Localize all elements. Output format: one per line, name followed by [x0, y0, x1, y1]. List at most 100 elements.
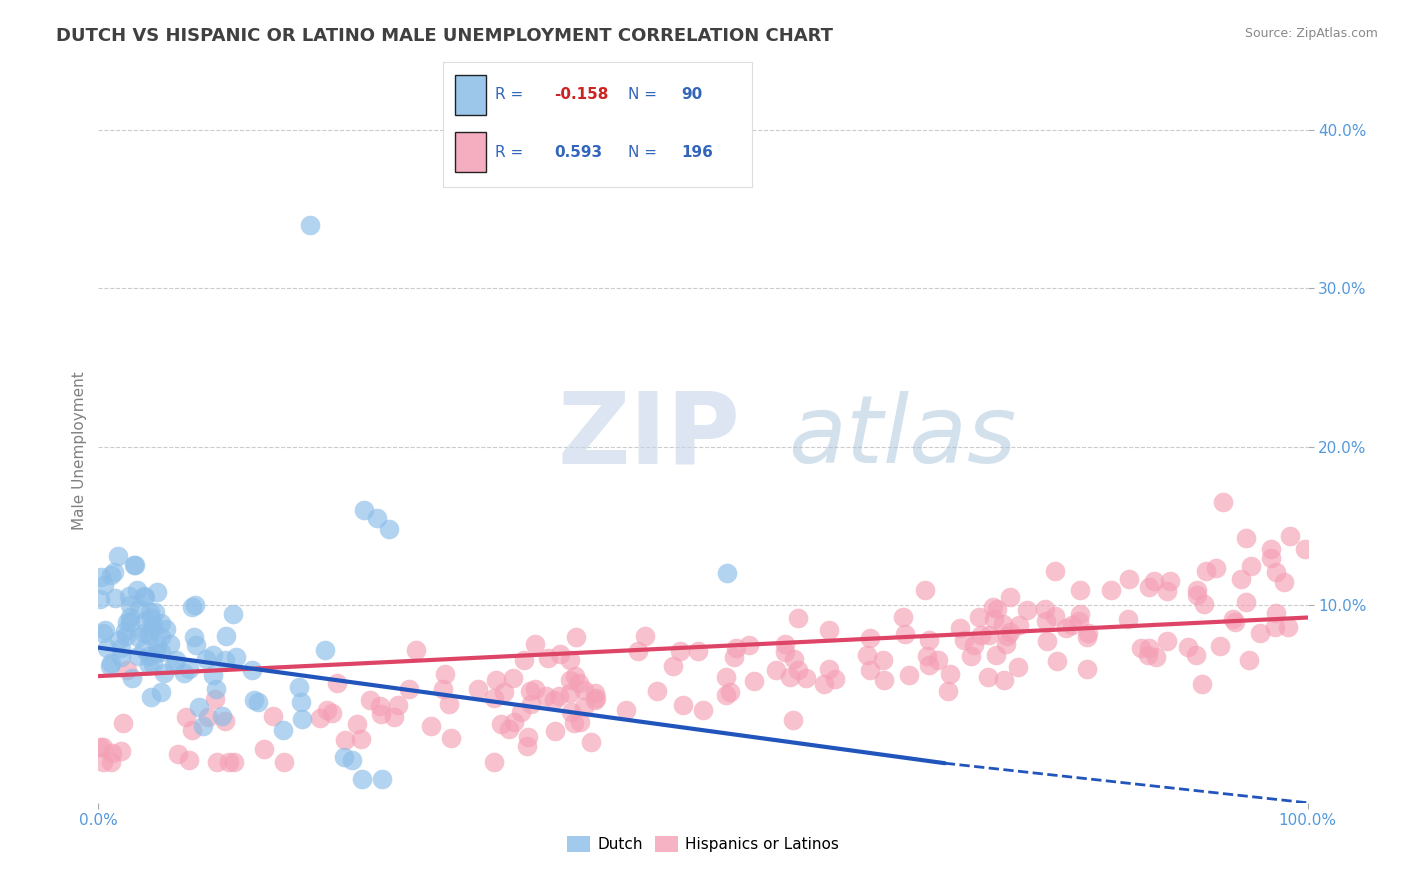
Point: [139, 690, 162, 704]
Point: [1116, 612, 1139, 626]
Text: Source: ZipAtlas.com: Source: ZipAtlas.com: [1244, 27, 1378, 40]
Point: [188, 700, 211, 714]
Point: [969, 628, 991, 642]
Point: [1264, 565, 1286, 579]
Point: [995, 628, 1018, 642]
Point: [534, 689, 557, 703]
Point: [998, 625, 1021, 640]
Point: [218, 755, 240, 769]
Point: [859, 631, 882, 645]
Point: [742, 674, 765, 689]
Point: [782, 713, 804, 727]
Point: [548, 647, 571, 661]
Point: [181, 723, 204, 737]
Point: [1195, 564, 1218, 578]
Point: [333, 749, 356, 764]
Point: [1240, 558, 1263, 573]
Point: [299, 218, 322, 232]
Point: [510, 705, 533, 719]
Point: [818, 662, 841, 676]
Point: [894, 627, 917, 641]
Point: [773, 644, 796, 658]
Point: [1076, 630, 1098, 644]
Point: [1237, 653, 1260, 667]
Point: [252, 742, 274, 756]
Point: [918, 657, 941, 672]
Point: [308, 711, 330, 725]
Point: [146, 585, 169, 599]
Point: [773, 637, 796, 651]
Point: [1143, 574, 1166, 589]
Point: [183, 598, 205, 612]
Point: [1159, 574, 1181, 588]
Point: [1076, 662, 1098, 676]
Point: [211, 709, 233, 723]
Point: [872, 653, 894, 667]
Point: [914, 583, 936, 598]
Point: [90, 570, 112, 584]
Point: [1191, 677, 1213, 691]
Point: [114, 629, 136, 643]
Point: [132, 589, 155, 603]
Point: [93, 578, 115, 592]
Point: [786, 663, 808, 677]
Point: [191, 719, 214, 733]
Point: [153, 666, 176, 681]
Point: [765, 663, 787, 677]
Point: [174, 709, 197, 723]
Point: [1067, 615, 1090, 629]
Point: [1077, 626, 1099, 640]
Point: [98, 658, 121, 673]
Point: [824, 673, 846, 687]
Point: [159, 637, 181, 651]
Point: [114, 624, 136, 638]
Point: [440, 731, 463, 746]
Point: [138, 628, 160, 642]
Point: [1185, 583, 1208, 598]
Point: [353, 503, 375, 517]
Point: [738, 638, 761, 652]
Point: [516, 739, 538, 754]
Point: [288, 680, 311, 694]
Point: [346, 717, 368, 731]
Point: [366, 510, 388, 524]
Point: [335, 732, 357, 747]
Point: [1139, 581, 1161, 595]
Point: [165, 653, 187, 667]
Point: [350, 772, 373, 786]
Point: [150, 615, 173, 630]
Text: ZIP: ZIP: [558, 388, 741, 485]
Point: [953, 633, 976, 648]
Point: [340, 753, 363, 767]
Point: [714, 688, 737, 702]
Point: [104, 591, 127, 605]
Text: -0.158: -0.158: [554, 87, 609, 103]
Point: [1137, 641, 1160, 656]
Point: [132, 641, 155, 656]
Point: [1069, 607, 1091, 621]
Point: [523, 637, 546, 651]
Point: [1192, 597, 1215, 611]
Point: [134, 591, 156, 605]
Point: [783, 652, 806, 666]
Point: [585, 690, 607, 705]
Point: [817, 623, 839, 637]
Point: [155, 622, 177, 636]
Point: [558, 685, 581, 699]
Point: [100, 567, 122, 582]
Point: [420, 719, 443, 733]
Point: [482, 755, 505, 769]
Point: [959, 648, 981, 663]
Point: [1278, 529, 1301, 543]
Point: [1265, 606, 1288, 620]
Point: [387, 698, 409, 713]
Point: [370, 707, 392, 722]
Point: [688, 644, 710, 658]
Point: [1264, 620, 1286, 634]
Point: [224, 755, 246, 769]
Point: [124, 558, 146, 572]
Text: N =: N =: [628, 145, 662, 160]
Text: 0.593: 0.593: [554, 145, 602, 160]
Point: [128, 601, 150, 615]
Point: [112, 715, 135, 730]
